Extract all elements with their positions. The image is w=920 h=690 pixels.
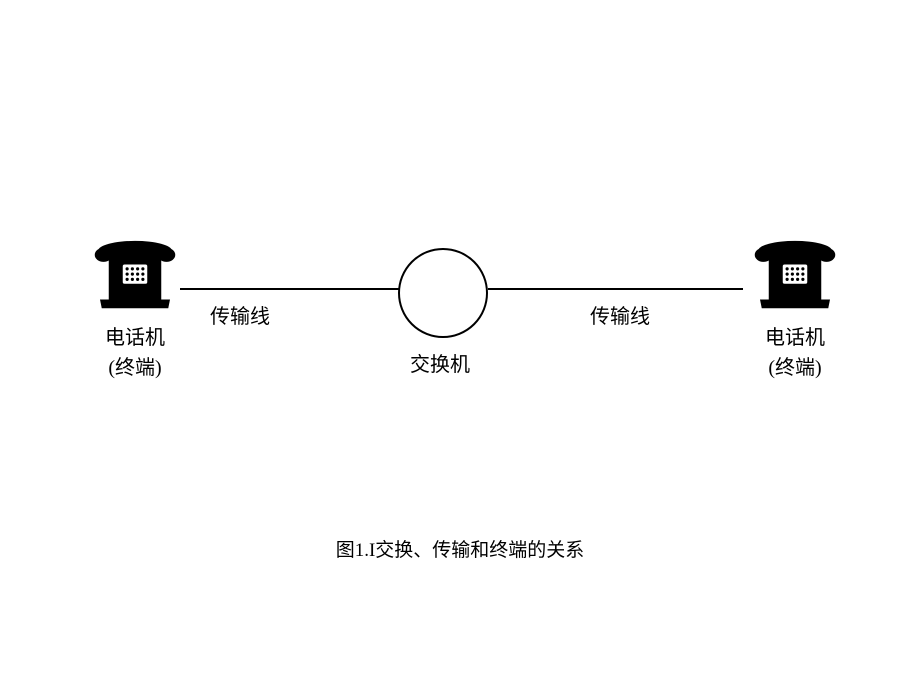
diagram-container: 电话机 (终端) 传输线 交换机 传输线 xyxy=(0,240,920,440)
transmission-line-left-label: 传输线 xyxy=(210,300,270,329)
telephone-icon xyxy=(90,240,180,310)
phone-right-label-1: 电话机 xyxy=(750,323,840,353)
transmission-line-left xyxy=(180,288,400,290)
phone-left-label-2: (终端) xyxy=(90,353,180,383)
phone-right-label-2: (终端) xyxy=(750,353,840,383)
switch-label: 交换机 xyxy=(410,348,470,377)
transmission-line-right-label: 传输线 xyxy=(590,300,650,329)
phone-left-labels: 电话机 (终端) xyxy=(90,323,180,383)
phone-right-labels: 电话机 (终端) xyxy=(750,323,840,383)
transmission-line-right xyxy=(488,288,743,290)
figure-caption: 图1.I交换、传输和终端的关系 xyxy=(0,535,920,562)
phone-left-label-1: 电话机 xyxy=(90,323,180,353)
phone-left-node: 电话机 (终端) xyxy=(90,240,180,383)
phone-right-node: 电话机 (终端) xyxy=(750,240,840,383)
switch-node xyxy=(398,248,488,338)
telephone-icon xyxy=(750,240,840,310)
